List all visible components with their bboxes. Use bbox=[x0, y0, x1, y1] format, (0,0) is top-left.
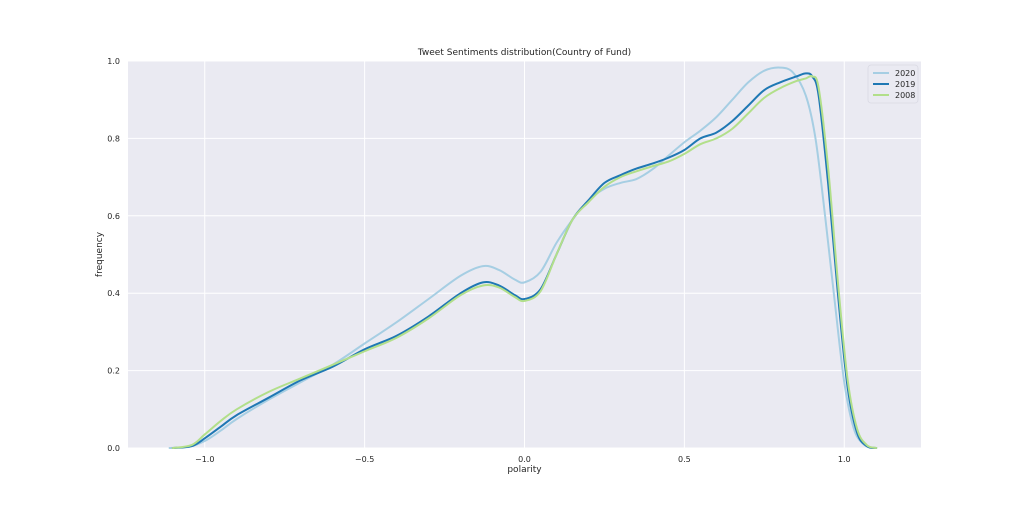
series-layer bbox=[168, 66, 878, 449]
series-line-2019 bbox=[171, 72, 878, 449]
y-tick-label: 0.6 bbox=[107, 212, 120, 221]
y-tick-label: 0.0 bbox=[107, 444, 120, 453]
x-axis-label: polarity bbox=[507, 465, 542, 475]
x-tick-label: 0.0 bbox=[518, 455, 531, 464]
y-tick-label: 0.2 bbox=[107, 367, 120, 376]
legend-label-2008: 2008 bbox=[895, 91, 915, 100]
x-tick-label: −0.5 bbox=[355, 455, 374, 464]
y-axis-ticks: 0.0 0.2 0.4 0.6 0.8 1.0 bbox=[107, 57, 120, 453]
x-axis-ticks: −1.0 −0.5 0.0 0.5 1.0 bbox=[195, 455, 851, 464]
y-tick-label: 1.0 bbox=[107, 57, 120, 66]
grid bbox=[128, 60, 921, 449]
legend: 2020 2019 2008 bbox=[867, 64, 919, 104]
legend-frame bbox=[867, 64, 919, 104]
chart-title: Tweet Sentiments distribution(Country of… bbox=[417, 48, 631, 58]
legend-label-2020: 2020 bbox=[895, 69, 915, 78]
legend-label-2019: 2019 bbox=[895, 80, 915, 89]
x-tick-label: −1.0 bbox=[195, 455, 214, 464]
series-line-2008 bbox=[171, 74, 878, 449]
x-tick-label: 0.5 bbox=[678, 455, 691, 464]
y-tick-label: 0.4 bbox=[107, 289, 120, 298]
y-axis-label: frequency bbox=[95, 231, 105, 277]
y-tick-label: 0.8 bbox=[107, 134, 120, 143]
x-tick-label: 1.0 bbox=[838, 455, 851, 464]
